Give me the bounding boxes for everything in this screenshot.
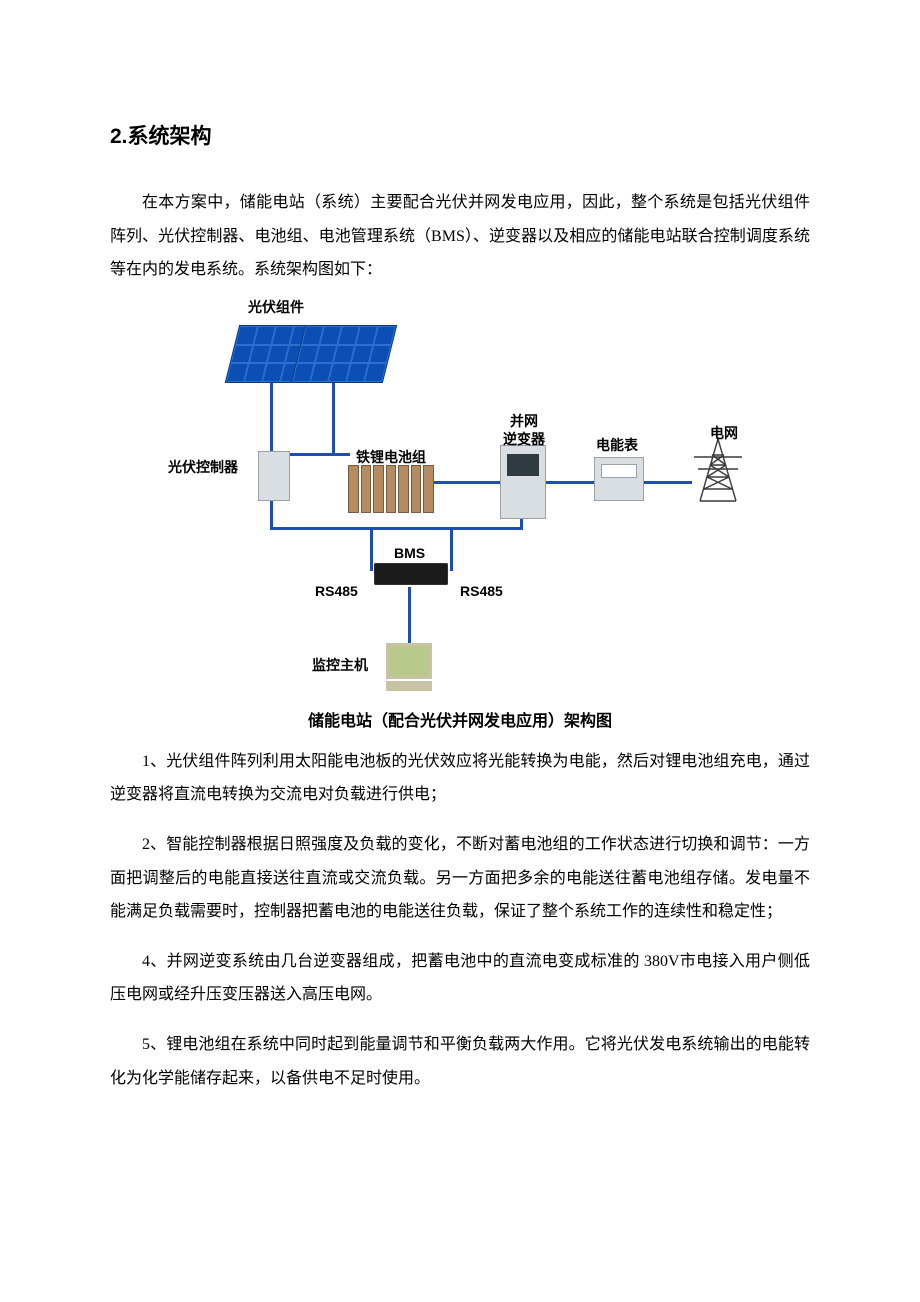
wire: [408, 587, 411, 643]
wire: [544, 481, 596, 484]
figure-caption: 储能电站（配合光伏并网发电应用）架构图: [110, 707, 810, 731]
monitor-icon: [386, 643, 432, 691]
pv-controller-icon: [258, 451, 290, 501]
wire: [370, 527, 373, 571]
diagram-label-meter: 电能表: [596, 435, 638, 455]
diagram-label-inverter-1: 并网: [510, 411, 538, 431]
inverter-icon: [500, 445, 546, 519]
list-item: 2、智能控制器根据日照强度及负载的变化，不断对蓄电池组的工作状态进行切换和调节：…: [110, 828, 810, 929]
diagram-label-controller: 光伏控制器: [168, 457, 238, 477]
power-grid-icon: [690, 435, 746, 505]
bms-icon: [374, 563, 448, 585]
list-item: 4、并网逆变系统由几台逆变器组成，把蓄电池中的直流电变成标准的 380V市电接入…: [110, 945, 810, 1012]
wire: [332, 381, 335, 455]
diagram-label-battery: 铁锂电池组: [356, 447, 426, 467]
energy-meter-icon: [594, 457, 644, 501]
battery-pack-icon: [348, 465, 434, 513]
diagram-label-inverter-2: 逆变器: [503, 429, 545, 449]
pv-panel-icon: [298, 325, 390, 383]
architecture-diagram: 光伏组件 光伏控制器 铁锂电池组 并网 逆变器 电能表 电网 BMS RS485…: [150, 295, 770, 695]
diagram-label-grid: 电网: [710, 423, 738, 443]
diagram-label-pv: 光伏组件: [248, 297, 304, 317]
diagram-label-rs485-right: RS485: [460, 583, 503, 599]
intro-paragraph: 在本方案中，储能电站（系统）主要配合光伏并网发电应用，因此，整个系统是包括光伏组…: [110, 186, 810, 287]
diagram-label-rs485-left: RS485: [315, 583, 358, 599]
diagram-label-bms: BMS: [394, 545, 425, 561]
list-item: 1、光伏组件阵列利用太阳能电池板的光伏效应将光能转换为电能，然后对锂电池组充电，…: [110, 745, 810, 812]
wire: [642, 481, 692, 484]
diagram-label-monitor: 监控主机: [312, 655, 368, 675]
wire: [270, 381, 273, 455]
page: 2.系统架构 在本方案中，储能电站（系统）主要配合光伏并网发电应用，因此，整个系…: [0, 0, 920, 1302]
wire: [450, 527, 453, 571]
wire: [434, 481, 502, 484]
list-item: 5、锂电池组在系统中同时起到能量调节和平衡负载两大作用。它将光伏发电系统输出的电…: [110, 1028, 810, 1095]
wire: [270, 527, 522, 530]
section-heading: 2.系统架构: [110, 120, 810, 150]
